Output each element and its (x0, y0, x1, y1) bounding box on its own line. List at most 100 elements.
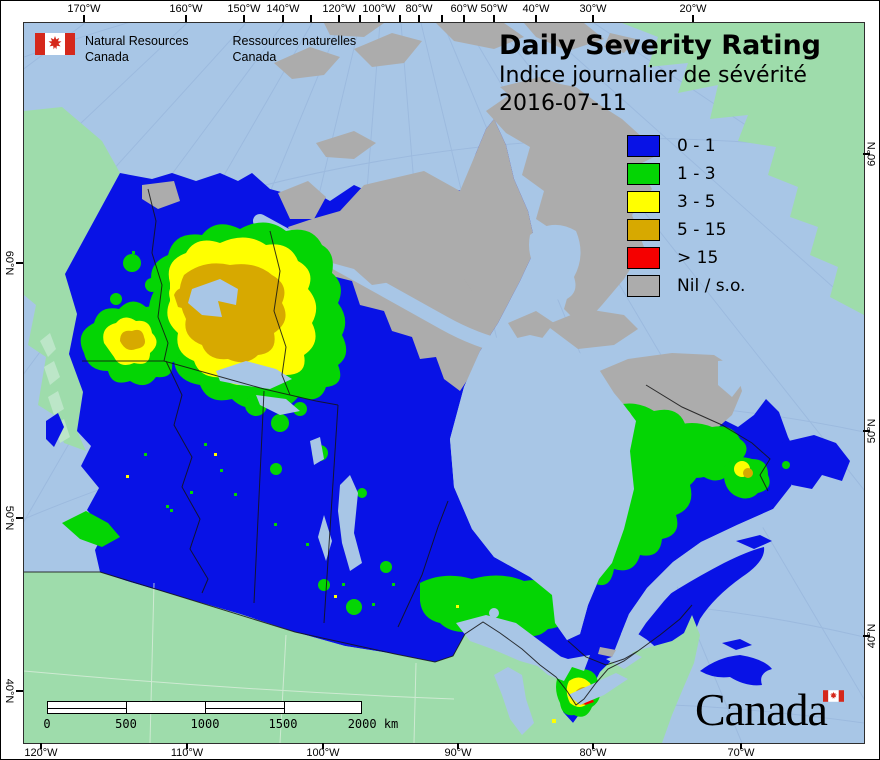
axis-tick-top (83, 15, 85, 22)
axis-label-top: 170°W (67, 3, 101, 15)
legend-swatch (627, 163, 660, 185)
legend: 0 - 1 1 - 3 3 - 5 5 - 15 > 15 Nil / s.o. (627, 135, 745, 303)
axis-tick-right (863, 153, 870, 155)
scalebar-divider (126, 702, 128, 713)
region-reindeer-lake (310, 437, 324, 465)
boundary-lines (24, 188, 771, 706)
region-haida-gwaii (46, 413, 64, 447)
scalebar-divider (283, 702, 285, 713)
axis-label-left: 40°N (3, 678, 15, 704)
axis-tick-top (493, 15, 495, 22)
scalebar-midline (48, 707, 127, 709)
canada-flag-icon (35, 33, 75, 55)
legend-swatch (627, 191, 660, 213)
legend-label: > 15 (677, 248, 719, 268)
foxe-basin-water (529, 224, 581, 301)
region-usa (24, 572, 700, 743)
legend-row: 1 - 3 (627, 163, 745, 185)
legend-swatch (627, 219, 660, 241)
axis-tick-right (863, 635, 870, 637)
axis-tick-top (282, 15, 284, 22)
region-st-lawrence (621, 509, 782, 641)
region-greenland (622, 23, 864, 315)
legend-swatch (627, 275, 660, 297)
axis-label-top: 20°W (679, 3, 707, 15)
axis-tick-left (16, 690, 23, 692)
region-alaska (24, 107, 120, 451)
region-newfoundland (780, 435, 850, 489)
usa-state-lines (24, 582, 455, 743)
axis-tick-top (463, 15, 465, 22)
axis-label-top: 50°W (480, 3, 508, 15)
scalebar-label: 2000 km (347, 717, 399, 731)
axis-tick-top (378, 15, 380, 22)
region-lake-erie (568, 673, 628, 705)
region-vancouver-island (62, 511, 120, 547)
wordmark-flag-icon (823, 690, 844, 702)
region-gaspe-newbrunswick (630, 547, 765, 668)
region-lake-huron (534, 653, 590, 681)
region-great-bear-lake (188, 279, 238, 317)
axis-tick-top (243, 15, 245, 22)
axis-tick-right (863, 430, 870, 432)
legend-label: Nil / s.o. (677, 276, 746, 296)
region-lake-nipigon (489, 608, 499, 618)
legend-row: > 15 (627, 247, 745, 269)
axis-label-bottom: 120°W (24, 747, 58, 759)
axis-label-bottom: 90°W (444, 747, 472, 759)
signature-en: Natural Resources Canada (85, 34, 189, 64)
legend-row: 5 - 15 (627, 219, 745, 241)
region-hudson-bay (450, 335, 636, 640)
axis-tick-top (185, 15, 187, 22)
axis-label-top: 100°W (362, 3, 396, 15)
axis-label-left: 60°N (3, 250, 15, 276)
region-pei (722, 639, 752, 650)
urban-nil-dot (598, 647, 616, 657)
axis-label-top: 40°W (522, 3, 550, 15)
region-anticosti (736, 535, 772, 549)
axis-tick-top (418, 15, 420, 22)
axis-tick-bottom (186, 743, 188, 749)
legend-label: 5 - 15 (677, 220, 727, 240)
axis-tick-bottom (40, 743, 42, 749)
region-nova-scotia (700, 655, 772, 686)
scalebar-label: 0 (43, 717, 51, 731)
title-block: Daily Severity Rating Indice journalier … (499, 30, 821, 116)
axis-tick-top (399, 15, 401, 22)
scalebar-label: 1000 (190, 717, 220, 731)
axis-label-bottom: 110°W (170, 747, 204, 759)
axis-tick-left (16, 517, 23, 519)
region-great-slave-lake (216, 361, 292, 389)
axis-tick-top (592, 15, 594, 22)
signature-fr: Ressources naturelles Canada (232, 34, 357, 64)
axis-tick-bottom (740, 743, 742, 749)
region-lake-superior (456, 615, 564, 669)
scalebar-label: 500 (115, 717, 137, 731)
axis-tick-bottom (592, 743, 594, 749)
axis-tick-top (692, 15, 694, 22)
legend-swatch (627, 135, 660, 157)
axis-tick-bottom (457, 743, 459, 749)
map-frame: Natural Resources Canada Ressources natu… (23, 22, 865, 744)
axis-tick-top (535, 15, 537, 22)
region-lake-ontario (606, 651, 642, 669)
axis-label-top: 30°W (579, 3, 607, 15)
canada-wordmark: Canada (695, 683, 844, 736)
region-lake-michigan (494, 667, 534, 735)
map-date: 2016-07-11 (499, 91, 627, 116)
scalebar-midline (205, 707, 285, 709)
axis-tick-left (16, 262, 23, 264)
axis-tick-top (310, 15, 312, 22)
axis-tick-top (441, 15, 443, 22)
map-title-fr: Indice journalier de sévérité (499, 63, 807, 88)
nrcan-signature: Natural Resources Canada Ressources natu… (35, 33, 356, 65)
axis-label-bottom: 70°W (727, 747, 755, 759)
map-canvas (24, 23, 864, 743)
axis-tick-top (338, 15, 340, 22)
legend-row: 0 - 1 (627, 135, 745, 157)
legend-row: Nil / s.o. (627, 275, 745, 297)
axis-label-top: 60°W (450, 3, 478, 15)
axis-label-left: 50°N (3, 505, 15, 531)
lakes (188, 279, 642, 735)
